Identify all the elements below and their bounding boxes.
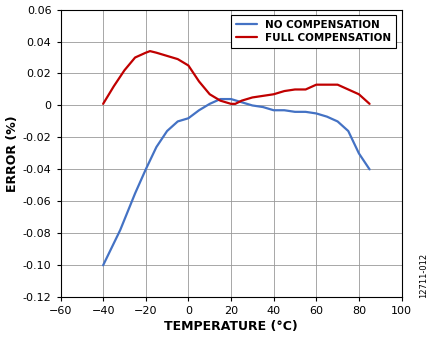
NO COMPENSATION bbox=[154, 145, 159, 149]
FULL COMPENSATION bbox=[270, 92, 276, 96]
Y-axis label: ERROR (%): ERROR (%) bbox=[6, 115, 19, 192]
FULL COMPENSATION bbox=[132, 56, 138, 60]
NO COMPENSATION bbox=[228, 97, 233, 101]
FULL COMPENSATION bbox=[292, 87, 297, 92]
Line: FULL COMPENSATION: FULL COMPENSATION bbox=[103, 51, 369, 104]
NO COMPENSATION bbox=[249, 103, 254, 107]
NO COMPENSATION bbox=[143, 167, 148, 172]
FULL COMPENSATION bbox=[345, 87, 350, 92]
FULL COMPENSATION bbox=[302, 87, 308, 92]
NO COMPENSATION bbox=[302, 110, 308, 114]
FULL COMPENSATION bbox=[249, 95, 254, 99]
FULL COMPENSATION bbox=[100, 102, 105, 106]
NO COMPENSATION bbox=[100, 263, 105, 267]
FULL COMPENSATION bbox=[355, 92, 361, 96]
Legend: NO COMPENSATION, FULL COMPENSATION: NO COMPENSATION, FULL COMPENSATION bbox=[230, 15, 395, 48]
NO COMPENSATION bbox=[175, 119, 180, 123]
FULL COMPENSATION bbox=[207, 92, 212, 96]
NO COMPENSATION bbox=[239, 100, 244, 104]
Text: 12711-012: 12711-012 bbox=[418, 253, 427, 298]
FULL COMPENSATION bbox=[175, 57, 180, 61]
NO COMPENSATION bbox=[164, 129, 169, 133]
NO COMPENSATION bbox=[185, 116, 191, 120]
NO COMPENSATION bbox=[132, 191, 138, 195]
FULL COMPENSATION bbox=[196, 79, 201, 83]
NO COMPENSATION bbox=[313, 112, 318, 116]
FULL COMPENSATION bbox=[313, 83, 318, 87]
NO COMPENSATION bbox=[270, 108, 276, 112]
NO COMPENSATION bbox=[207, 102, 212, 106]
FULL COMPENSATION bbox=[324, 83, 329, 87]
FULL COMPENSATION bbox=[111, 84, 116, 88]
FULL COMPENSATION bbox=[260, 94, 265, 98]
FULL COMPENSATION bbox=[164, 54, 169, 58]
NO COMPENSATION bbox=[324, 115, 329, 119]
NO COMPENSATION bbox=[366, 167, 372, 172]
FULL COMPENSATION bbox=[143, 51, 148, 55]
NO COMPENSATION bbox=[355, 152, 361, 156]
FULL COMPENSATION bbox=[122, 68, 127, 72]
X-axis label: TEMPERATURE (°C): TEMPERATURE (°C) bbox=[164, 320, 297, 334]
NO COMPENSATION bbox=[292, 110, 297, 114]
NO COMPENSATION bbox=[334, 119, 339, 123]
FULL COMPENSATION bbox=[232, 102, 237, 106]
NO COMPENSATION bbox=[196, 108, 201, 112]
FULL COMPENSATION bbox=[185, 63, 191, 67]
Line: NO COMPENSATION: NO COMPENSATION bbox=[103, 99, 369, 265]
FULL COMPENSATION bbox=[239, 99, 244, 103]
NO COMPENSATION bbox=[281, 108, 286, 112]
FULL COMPENSATION bbox=[147, 49, 152, 53]
FULL COMPENSATION bbox=[217, 99, 223, 103]
NO COMPENSATION bbox=[117, 228, 122, 232]
FULL COMPENSATION bbox=[228, 102, 233, 106]
FULL COMPENSATION bbox=[154, 51, 159, 55]
NO COMPENSATION bbox=[260, 105, 265, 109]
NO COMPENSATION bbox=[345, 129, 350, 133]
FULL COMPENSATION bbox=[366, 102, 372, 106]
NO COMPENSATION bbox=[217, 97, 223, 101]
FULL COMPENSATION bbox=[281, 89, 286, 93]
FULL COMPENSATION bbox=[334, 83, 339, 87]
